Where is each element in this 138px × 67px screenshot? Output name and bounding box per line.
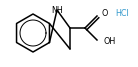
Text: NH: NH — [51, 6, 63, 15]
Text: HCl: HCl — [115, 9, 129, 17]
Text: OH: OH — [103, 38, 115, 46]
Text: O: O — [102, 10, 108, 18]
